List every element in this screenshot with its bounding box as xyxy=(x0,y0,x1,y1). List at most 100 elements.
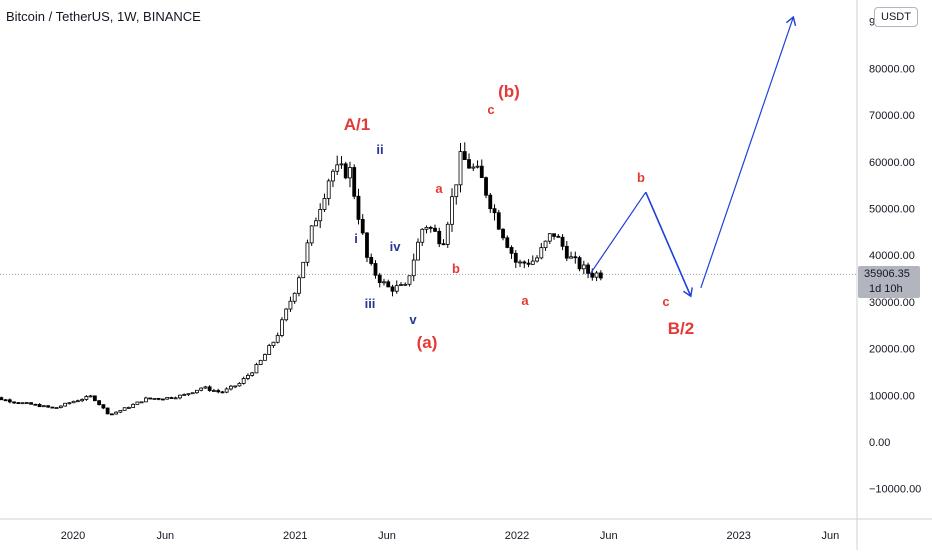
candle xyxy=(373,260,378,279)
candle-body xyxy=(29,402,33,405)
y-tick-label: 0.00 xyxy=(869,437,890,449)
candle-body xyxy=(488,194,493,210)
candle-body xyxy=(160,398,165,401)
candle-body xyxy=(101,404,106,409)
candle-body xyxy=(271,341,276,346)
wave-label: a xyxy=(521,293,529,308)
candle xyxy=(492,204,497,221)
candle xyxy=(348,161,352,188)
candle-body xyxy=(509,247,514,254)
candle-body xyxy=(326,180,331,199)
wave-label: c xyxy=(662,294,669,309)
candle xyxy=(97,400,102,406)
candle-body xyxy=(458,151,463,186)
candle xyxy=(543,240,548,251)
candle xyxy=(37,403,42,408)
projection-arrow-up xyxy=(785,15,797,26)
y-tick-label: −10000.00 xyxy=(869,484,921,496)
candle-body xyxy=(390,286,395,292)
candle-body xyxy=(267,345,272,355)
chart-title: Bitcoin / TetherUS, 1W, BINANCE xyxy=(6,9,201,24)
candle-body xyxy=(598,272,603,279)
candle xyxy=(139,401,144,404)
candle-body xyxy=(54,407,59,409)
candle xyxy=(20,402,25,405)
candle xyxy=(92,395,97,402)
candle xyxy=(475,160,480,169)
candle-countdown: 1d 10h xyxy=(869,283,903,295)
candle-body xyxy=(84,396,89,400)
candle xyxy=(84,395,89,401)
candle xyxy=(339,156,344,169)
candle xyxy=(318,203,323,229)
wave-label: (a) xyxy=(417,333,438,352)
candle-body xyxy=(437,230,442,245)
candle-body xyxy=(33,403,38,406)
candle xyxy=(182,393,187,396)
candle-body xyxy=(139,401,144,404)
candle xyxy=(479,159,484,179)
candle xyxy=(386,279,391,288)
candle xyxy=(207,385,212,392)
candle xyxy=(433,224,437,233)
candle-body xyxy=(564,245,569,259)
candle-body xyxy=(7,399,12,403)
candle xyxy=(254,362,259,374)
candle xyxy=(535,255,539,263)
candle xyxy=(309,225,314,246)
candle-body xyxy=(92,395,97,402)
wave-label: v xyxy=(409,312,417,327)
candle-body xyxy=(433,227,437,232)
candle xyxy=(450,188,454,232)
candle-body xyxy=(246,375,250,379)
candle xyxy=(250,371,255,377)
wave-label: iv xyxy=(390,239,402,254)
candle-body xyxy=(552,233,556,237)
candle xyxy=(360,214,365,235)
candle xyxy=(382,278,386,286)
candle-body xyxy=(539,247,544,259)
candle xyxy=(233,385,238,389)
candle xyxy=(63,402,68,407)
candle-body xyxy=(373,263,378,276)
candle-body xyxy=(577,257,582,270)
candle xyxy=(594,270,599,282)
wave-label: A/1 xyxy=(344,115,370,134)
x-tick-label: 2023 xyxy=(726,530,750,542)
wave-label: b xyxy=(452,261,460,276)
candle xyxy=(54,407,59,409)
candle xyxy=(271,341,276,348)
candle-body xyxy=(467,159,471,169)
candle xyxy=(109,413,114,416)
candle-body xyxy=(441,243,446,246)
candle xyxy=(203,385,208,389)
candle-body xyxy=(67,402,72,405)
candle xyxy=(513,249,518,269)
candle-body xyxy=(280,319,284,336)
candle-body xyxy=(305,242,310,263)
candle xyxy=(556,234,561,238)
candle xyxy=(50,406,55,409)
candle-body xyxy=(496,212,501,230)
candle-body xyxy=(275,335,280,343)
candle-body xyxy=(530,260,535,265)
wave-label: i xyxy=(354,231,358,246)
candle-body xyxy=(331,170,335,182)
candle-body xyxy=(428,227,433,229)
candle xyxy=(445,221,450,248)
candle-body xyxy=(343,163,348,179)
candle-body xyxy=(224,388,229,393)
candle-body xyxy=(0,397,4,401)
candle xyxy=(564,240,569,262)
candle xyxy=(267,343,272,355)
candle-body xyxy=(118,409,123,413)
candle-body xyxy=(522,261,527,264)
currency-badge[interactable]: USDT xyxy=(874,7,918,27)
candle xyxy=(505,235,510,249)
candle-body xyxy=(178,394,182,399)
candle xyxy=(420,228,425,246)
x-tick-label: 2020 xyxy=(61,530,85,542)
candle-body xyxy=(450,196,454,225)
